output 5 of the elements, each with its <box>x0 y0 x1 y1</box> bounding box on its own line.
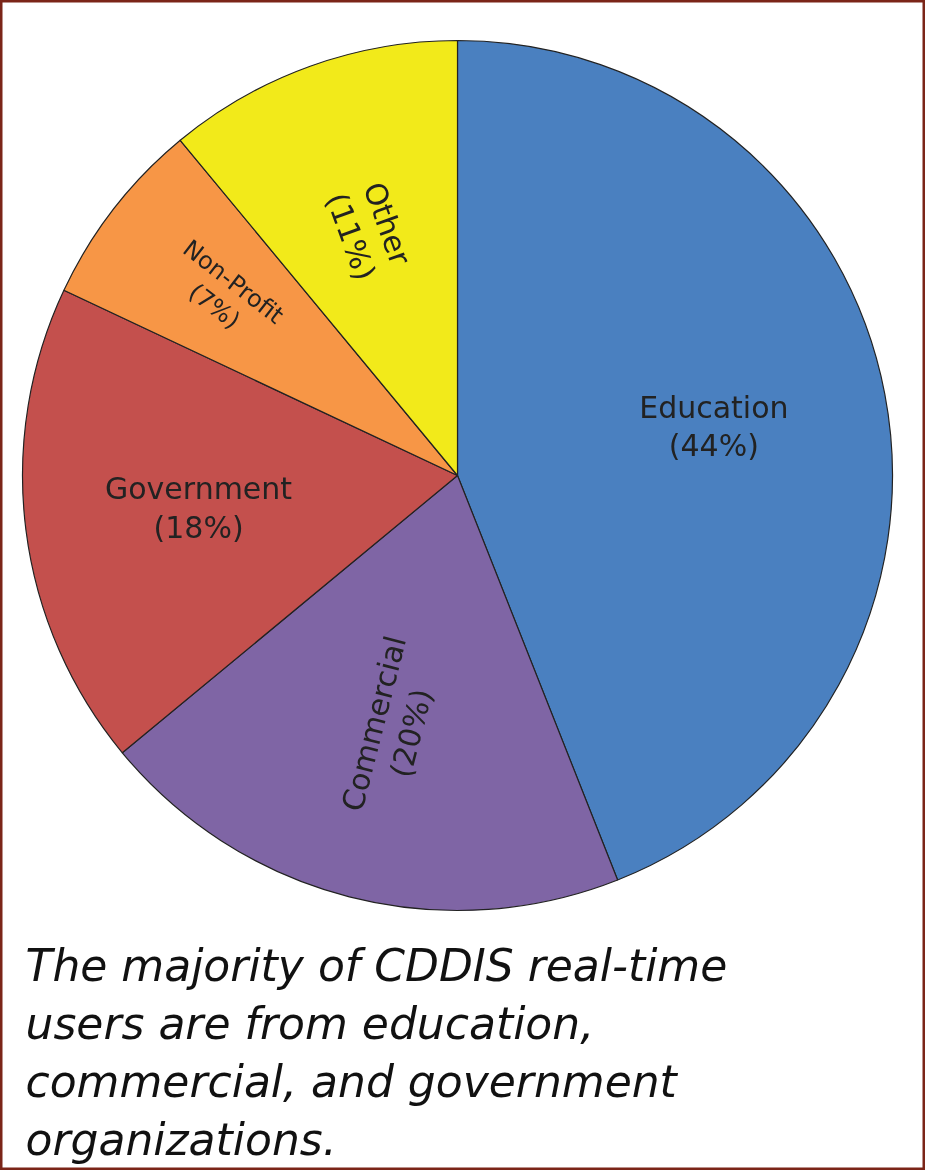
data-label: (44%) <box>668 428 759 464</box>
text: The majority of CDDIS real-time users are from education, commercial, and government organizations. <box>25 940 728 1165</box>
slice-label: Education <box>639 389 789 425</box>
data-label: (18%) <box>153 509 244 545</box>
slice-label: Government <box>105 471 293 507</box>
